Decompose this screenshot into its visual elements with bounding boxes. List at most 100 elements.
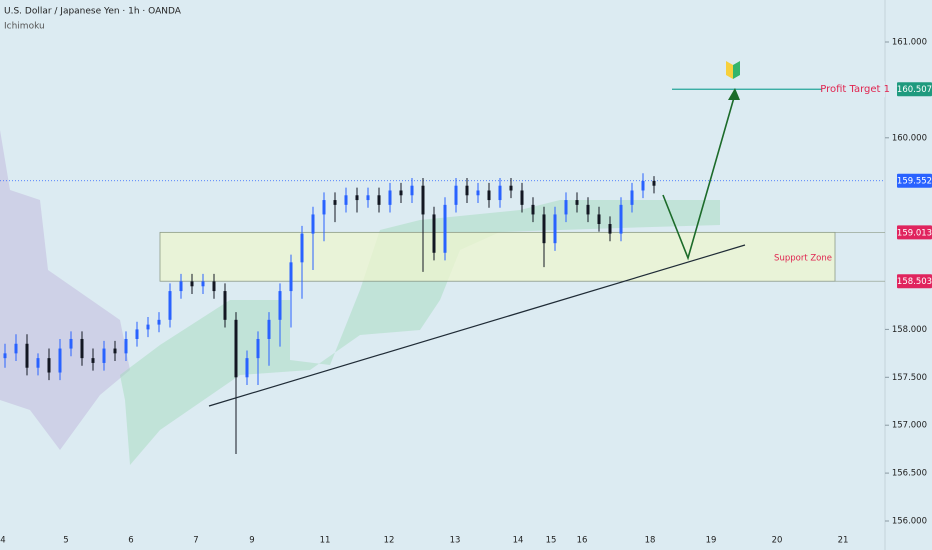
x-tick-label: 9 — [249, 536, 254, 546]
candle-body — [608, 224, 612, 234]
x-tick-label: 15 — [546, 536, 557, 546]
profit-target-label: Profit Target 1 — [820, 84, 890, 95]
candle-body — [344, 195, 348, 205]
support-zone-label: Support Zone — [774, 253, 832, 263]
x-tick-label: 5 — [63, 536, 68, 546]
candle-body — [25, 343, 29, 368]
candle-body — [113, 348, 117, 354]
candle-body — [542, 214, 546, 244]
candle-body — [333, 200, 337, 205]
candle-body — [586, 204, 590, 215]
price-tag-label: 159.552 — [897, 177, 932, 187]
candle-body — [476, 190, 480, 196]
candle-body — [509, 185, 513, 191]
x-tick-label: 11 — [320, 536, 331, 546]
candle-body — [498, 185, 502, 201]
candle-body — [256, 338, 260, 359]
candle-body — [91, 358, 95, 363]
candle-body — [388, 190, 392, 205]
x-tick-label: 21 — [838, 536, 849, 546]
candle-body — [267, 319, 271, 339]
arrow-head — [728, 88, 740, 100]
candle-body — [630, 190, 634, 205]
x-tick-label: 13 — [450, 536, 461, 546]
candle-body — [135, 329, 139, 339]
candle-body — [432, 214, 436, 253]
x-tick-label: 14 — [513, 536, 524, 546]
x-tick-label: 12 — [384, 536, 395, 546]
support-zone — [159, 231, 836, 282]
price-tag — [897, 173, 932, 188]
candle-body — [58, 348, 62, 373]
price-tag — [897, 82, 932, 97]
candle-body — [14, 343, 18, 354]
candle-body — [69, 338, 73, 349]
chart-title: U.S. Dollar / Japanese Yen · 1h · OANDA — [4, 7, 182, 17]
x-tick-label: 4 — [0, 536, 5, 546]
candle-body — [553, 214, 557, 244]
x-tick-label: 16 — [577, 536, 588, 546]
candle-body — [399, 190, 403, 196]
beginner-icon — [726, 61, 740, 79]
price-tag-label: 159.013 — [897, 228, 932, 238]
candle-body — [245, 358, 249, 378]
indicator-label: Ichimoku — [4, 22, 45, 32]
candle-body — [531, 204, 535, 215]
price-tag-label: 158.503 — [897, 277, 932, 287]
candle-body — [322, 200, 326, 215]
price-tag — [897, 225, 932, 240]
price-tag — [897, 274, 932, 289]
trend-line — [208, 244, 746, 407]
y-tick-label: 161.000 — [892, 38, 927, 48]
candle-body — [289, 262, 293, 292]
candle-body — [146, 324, 150, 330]
x-tick-label: 20 — [772, 536, 783, 546]
candle-body — [454, 185, 458, 205]
x-tick-label: 18 — [645, 536, 656, 546]
candle-body — [564, 200, 568, 215]
candle-body — [278, 291, 282, 320]
candle-body — [168, 291, 172, 320]
candle-body — [157, 319, 161, 325]
candle-body — [520, 190, 524, 205]
candle-body — [36, 358, 40, 368]
ichimoku-cloud — [0, 130, 130, 450]
candle-body — [179, 281, 183, 292]
candle-body — [223, 291, 227, 320]
candle-body — [597, 214, 601, 225]
candle-body — [443, 204, 447, 253]
y-tick-label: 157.500 — [892, 373, 927, 383]
x-tick-label: 19 — [706, 536, 717, 546]
y-tick-label: 158.000 — [892, 325, 927, 335]
candle-body — [619, 204, 623, 234]
candle-body — [234, 319, 238, 378]
candle-body — [410, 185, 414, 196]
projection-arrow — [662, 93, 736, 261]
y-tick-label: 156.000 — [892, 517, 927, 527]
y-tick-label: 157.000 — [892, 421, 927, 431]
label-bg — [822, 81, 885, 98]
candle-body — [80, 338, 84, 359]
y-tick-label: 160.000 — [892, 133, 927, 143]
candle-body — [465, 185, 469, 196]
candle-body — [124, 338, 128, 354]
candle-body — [355, 195, 359, 201]
candle-body — [190, 281, 194, 287]
candle-body — [421, 185, 425, 215]
candle-body — [377, 195, 381, 205]
candle-body — [487, 190, 491, 201]
x-tick-label: 7 — [193, 536, 198, 546]
candle-body — [102, 348, 106, 363]
x-tick-label: 6 — [128, 536, 133, 546]
candle-body — [201, 281, 205, 287]
candle-body — [3, 353, 7, 359]
candle-body — [212, 281, 216, 292]
candle-body — [366, 195, 370, 201]
candle-body — [641, 180, 645, 191]
candle-body — [575, 200, 579, 205]
y-tick-label: 156.500 — [892, 469, 927, 479]
candle-body — [47, 358, 51, 373]
price-tag-label: 160.507 — [897, 85, 932, 95]
candle-body — [300, 233, 304, 263]
